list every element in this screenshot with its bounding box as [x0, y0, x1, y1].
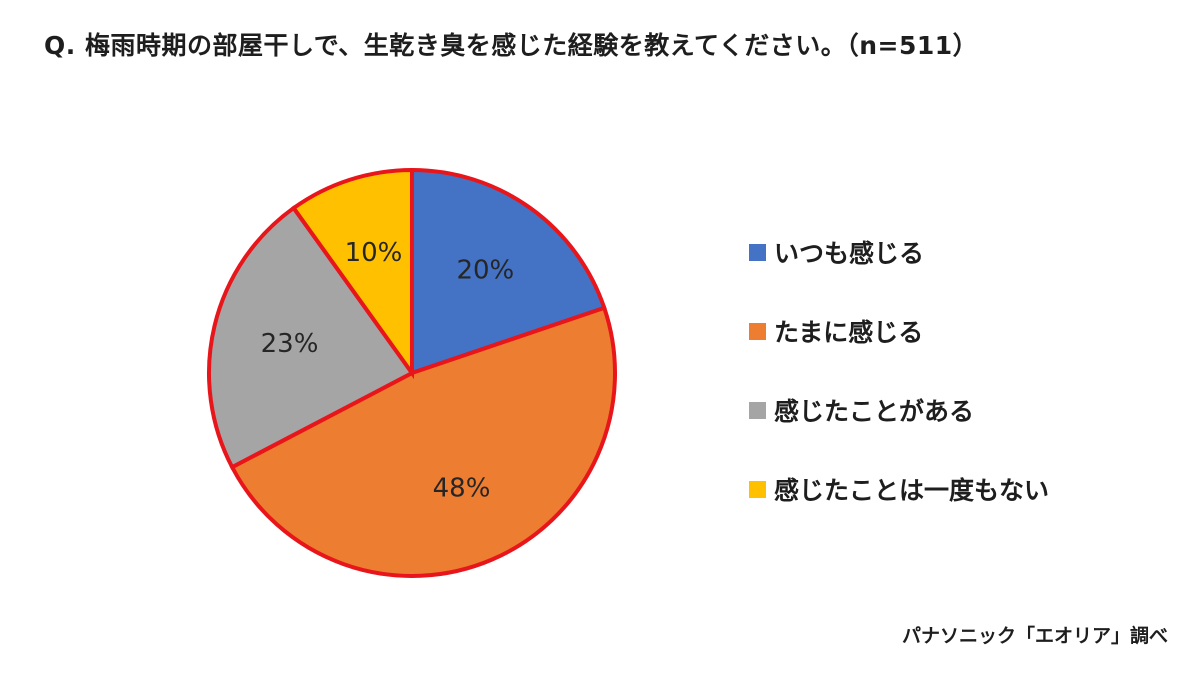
legend-item: 感じたことは一度もない: [749, 469, 1049, 509]
chart-title: Q. 梅雨時期の部屋干しで、生乾き臭を感じた経験を教えてください。（n=511）: [44, 31, 979, 60]
pie-data-label: 20%: [456, 256, 514, 286]
pie-slices: [207, 167, 617, 578]
pie-data-label: 23%: [261, 329, 319, 359]
legend: いつも感じる たまに感じる 感じたことがある 感じたことは一度もない: [749, 232, 1049, 548]
pie-slice: [290, 167, 414, 380]
legend-label: 感じたことがある: [774, 397, 975, 426]
legend-swatch-blue: [749, 243, 766, 261]
pie-data-label: 10%: [345, 238, 403, 268]
pie-data-label: 48%: [433, 474, 491, 504]
legend-item: いつも感じる: [749, 232, 1049, 272]
pie-slice: [207, 205, 415, 470]
legend-item: たまに感じる: [749, 311, 1049, 351]
legend-swatch-gray: [749, 401, 766, 419]
legend-swatch-orange: [749, 322, 766, 340]
legend-item: 感じたことがある: [749, 390, 1049, 430]
pie-slice: [229, 305, 617, 578]
source-credit: パナソニック「エオリア」調べ: [901, 625, 1168, 647]
legend-swatch-yellow: [749, 480, 766, 498]
legend-label: 感じたことは一度もない: [774, 476, 1050, 505]
legend-label: たまに感じる: [774, 318, 924, 347]
legend-label: いつも感じる: [774, 239, 925, 268]
pie-data-labels: 20% 48% 23% 10%: [261, 238, 515, 504]
